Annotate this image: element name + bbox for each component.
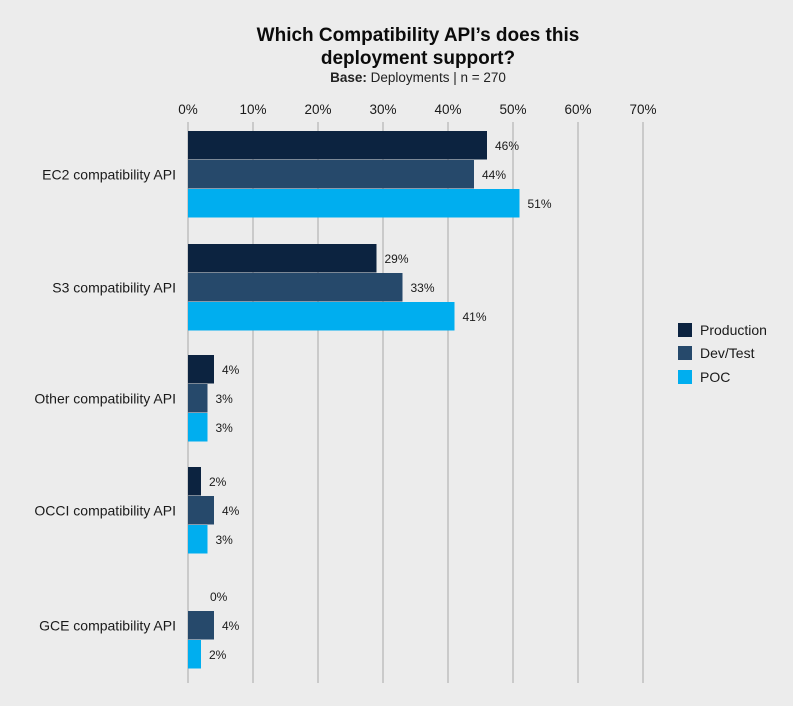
data-label: 3% [216,533,234,547]
data-label: 46% [495,139,519,153]
x-tick-label: 40% [434,102,461,117]
bar [188,302,455,331]
data-label: 29% [385,252,409,266]
x-tick-label: 0% [178,102,198,117]
bar [188,131,487,160]
chart-title: Which Compatibility API’s does this depl… [0,24,793,70]
bar [188,525,208,554]
chart-subtitle: Base: Deployments | n = 270 [0,70,793,85]
legend-label: POC [700,368,731,385]
legend-item: POC [678,365,767,389]
legend-swatch [678,322,692,337]
data-label: 44% [482,168,506,182]
chart-title-line-1: Which Compatibility API’s does this [256,25,580,46]
data-label: 3% [216,421,234,435]
bar [188,355,214,384]
value-labels: 46% 44% 51% 29% 33% 41% 4% 3% 3% 2% 4% 3% 0% 4% 2% [209,139,552,662]
bar [188,467,201,496]
data-label: 4% [222,363,240,377]
category-label: OCCI compatibility API [34,502,176,518]
data-label: 3% [216,392,234,406]
bar [188,496,214,525]
legend-swatch [678,346,692,361]
bar [188,273,403,302]
legend-item: Production [678,318,767,342]
bar [188,413,208,442]
x-axis-ticks: 0% 10% 20% 30% 40% 50% 60% 70% [178,102,656,117]
category-label: S3 compatibility API [52,279,176,295]
data-label: 41% [463,310,487,324]
x-tick-label: 10% [239,102,266,117]
bars [188,131,520,669]
category-labels: EC2 compatibility API S3 compatibility AP… [34,166,176,633]
data-label: 2% [209,648,227,662]
bar [188,160,474,189]
bar [188,640,201,669]
bar [188,611,214,640]
bar [188,244,377,273]
data-label: 33% [411,281,435,295]
chart-legend: Production Dev/Test POC [678,318,767,389]
x-tick-label: 70% [629,102,656,117]
x-tick-label: 30% [369,102,396,117]
chart-title-line-2: deployment support? [320,48,516,69]
subtitle-base-label: Base: [330,70,367,85]
data-label: 2% [209,475,227,489]
bar [188,384,208,413]
legend-swatch [678,369,692,384]
bar [188,189,520,218]
category-label: EC2 compatibility API [42,166,176,182]
x-tick-label: 60% [564,102,591,117]
legend-item: Dev/Test [678,342,767,366]
data-label: 4% [222,504,240,518]
category-label: GCE compatibility API [39,617,176,633]
subtitle-base-text: Deployments | n = 270 [370,70,506,85]
x-tick-label: 20% [304,102,331,117]
data-label: 0% [210,590,228,604]
legend-label: Production [700,321,767,338]
category-label: Other compatibility API [34,390,176,406]
legend-label: Dev/Test [700,345,755,362]
data-label: 51% [528,197,552,211]
data-label: 4% [222,619,240,633]
x-tick-label: 50% [499,102,526,117]
